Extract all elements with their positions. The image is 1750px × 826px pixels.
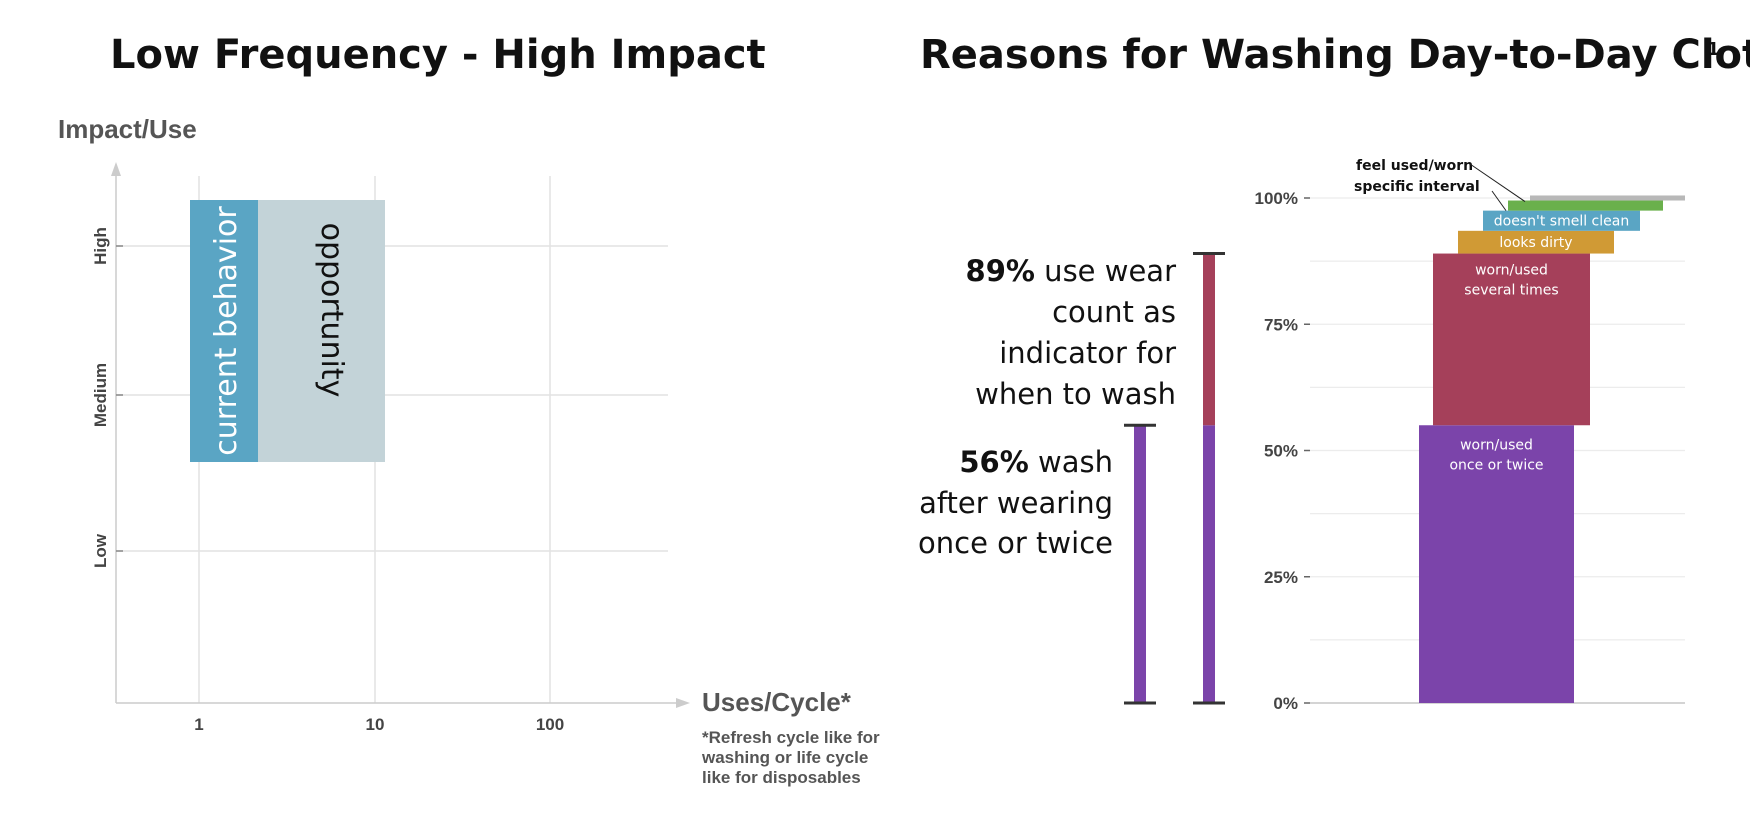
right-y-tick-label: 50% (1264, 442, 1298, 461)
footnote-line-3: like for disposables (702, 768, 861, 787)
right-y-ticks: 100% 75% 50% 25% 0% (1255, 189, 1310, 713)
bracket-56-bar (1134, 425, 1146, 703)
segment-feel-used-worn (1530, 195, 1685, 201)
x-tick-10: 10 (366, 715, 385, 734)
segment-label: once or twice (1449, 457, 1543, 473)
callout-specific-interval: specific interval (1354, 179, 1480, 195)
callout-leader-specific-interval (1491, 190, 1507, 211)
left-chart-title: Low Frequency - High Impact (110, 32, 766, 78)
right-chart: Reasons for Washing Day-to-Day Clothing … (918, 32, 1750, 713)
right-y-tick-label: 100% (1255, 189, 1298, 208)
bracket-89-maroon-part (1203, 253, 1215, 426)
annotation-56-line-3: once or twice (918, 526, 1113, 560)
segment-label: doesn't smell clean (1494, 214, 1629, 230)
right-y-tick-label: 75% (1264, 315, 1298, 334)
annotation-89-line-3: indicator for (999, 336, 1176, 370)
annotation-56-line-2: after wearing (919, 486, 1113, 520)
segment-label: worn/used (1475, 263, 1548, 279)
x-axis-arrow-icon (676, 698, 690, 708)
segment-label: looks dirty (1499, 235, 1572, 251)
left-y-axis-title: Impact/Use (58, 114, 197, 144)
x-tick-1: 1 (194, 715, 203, 734)
title-superscript: 1 (1707, 39, 1720, 60)
y-tick-medium: Medium (91, 363, 110, 427)
opportunity-label: opportunity (314, 223, 349, 398)
left-chart: Low Frequency - High Impact Impact/Use c… (58, 32, 880, 787)
segment-label: several times (1464, 283, 1558, 299)
right-chart-title: Reasons for Washing Day-to-Day Clothing (920, 32, 1750, 78)
segment-doesn-t-smell-clean (1483, 210, 1640, 231)
callouts: feel used/worn specific interval (1354, 158, 1526, 211)
x-tick-100: 100 (536, 715, 564, 734)
segment-specific-interval (1508, 200, 1663, 211)
annotation-89-line-1: 89% use wear (966, 254, 1177, 288)
y-tick-high: High (91, 227, 110, 265)
y-tick-low: Low (91, 533, 110, 568)
right-y-tick-label: 0% (1273, 694, 1298, 713)
current-behavior-region (190, 200, 258, 462)
y-axis-arrow-icon (111, 162, 121, 176)
footnote-line-1: *Refresh cycle like for (702, 728, 880, 747)
stacked-segments: worn/used once or twice worn/used several t… (1419, 195, 1685, 703)
callout-feel-used: feel used/worn (1356, 158, 1473, 174)
annotation-89-line-4: when to wash (975, 377, 1176, 411)
range-brackets (1124, 252, 1225, 705)
bracket-89-purple-part (1203, 425, 1215, 703)
x-axis-title: Uses/Cycle* (702, 687, 852, 717)
segment-label: worn/used (1460, 437, 1533, 453)
opportunity-region (258, 200, 385, 462)
segment-worn-used-once-or-twice (1419, 425, 1574, 703)
right-y-tick-label: 25% (1264, 568, 1298, 587)
segment-looks-dirty (1458, 230, 1614, 254)
annotation-89-line-2: count as (1052, 295, 1176, 329)
callout-leader-feel-used (1469, 163, 1526, 202)
current-behavior-label: current behavior (209, 206, 244, 456)
annotation-56-line-1: 56% wash (959, 445, 1113, 479)
footnote-line-2: washing or life cycle (701, 748, 868, 767)
segment-worn-used-several-times (1433, 253, 1590, 426)
